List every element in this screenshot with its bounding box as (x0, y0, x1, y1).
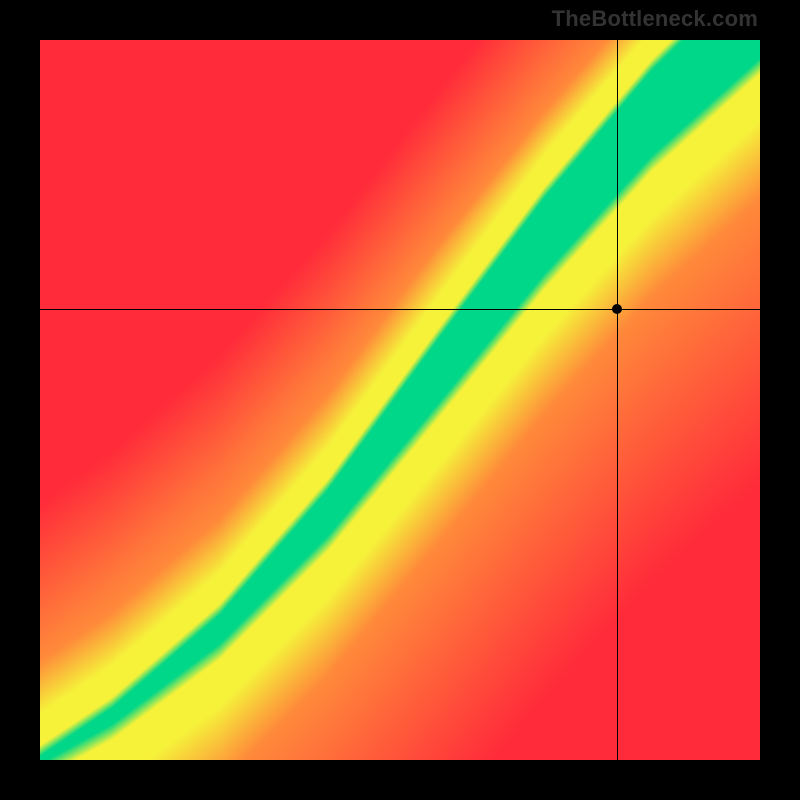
crosshair-vertical (617, 40, 618, 760)
plot-area (40, 40, 760, 760)
outer-frame: TheBottleneck.com (0, 0, 800, 800)
watermark-text: TheBottleneck.com (552, 6, 758, 32)
heatmap-canvas (40, 40, 760, 760)
crosshair-horizontal (40, 309, 760, 310)
crosshair-point (612, 304, 622, 314)
